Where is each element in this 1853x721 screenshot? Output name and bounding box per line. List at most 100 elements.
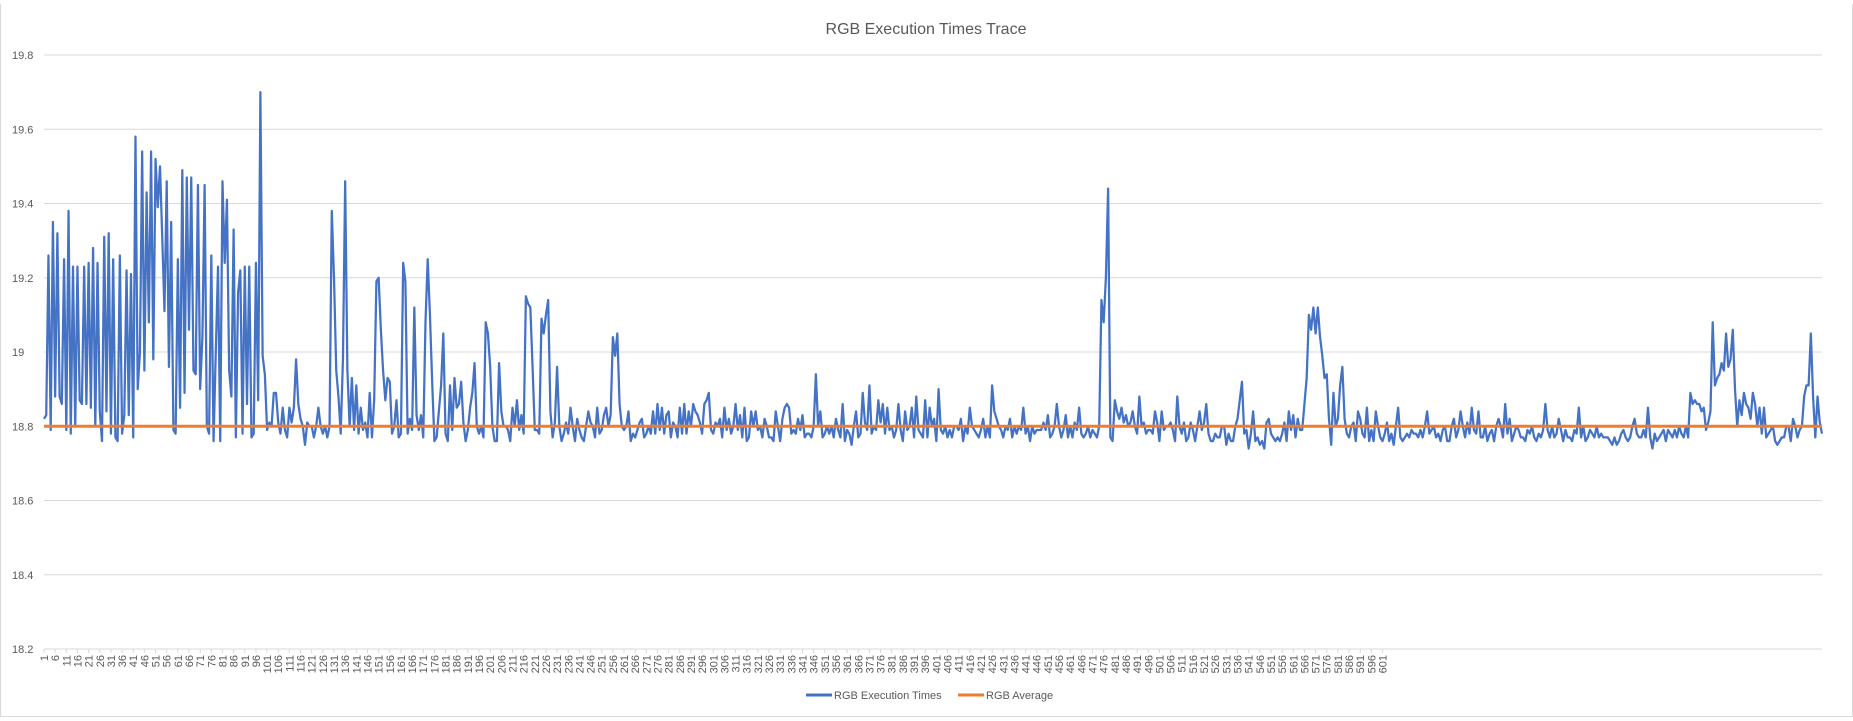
x-tick-label: 256 — [608, 655, 620, 673]
x-tick-label: 176 — [429, 655, 441, 673]
gridlines — [44, 54, 1822, 650]
y-tick-label: 18.2 — [12, 644, 33, 656]
x-tick-label: 51 — [151, 655, 163, 667]
x-tick-label: 401 — [931, 655, 943, 673]
x-tick-label: 166 — [407, 655, 419, 673]
x-tick-label: 476 — [1099, 655, 1111, 673]
x-tick-label: 396 — [920, 655, 932, 673]
x-tick-label: 371 — [864, 655, 876, 673]
x-tick-label: 101 — [262, 655, 274, 673]
x-tick-label: 281 — [664, 655, 676, 673]
x-tick-label: 111 — [284, 655, 296, 672]
x-tick-label: 231 — [552, 655, 564, 673]
x-tick-label: 201 — [485, 655, 497, 673]
x-tick-label: 321 — [753, 655, 765, 673]
x-tick-label: 236 — [563, 655, 575, 673]
legend: RGB Execution Times RGB Average — [806, 690, 1053, 702]
x-tick-label: 286 — [675, 655, 687, 673]
x-tick-label: 511 — [1177, 655, 1189, 673]
y-tick-label: 18.4 — [12, 570, 33, 582]
x-tick-label: 171 — [418, 655, 430, 673]
x-tick-label: 241 — [574, 655, 586, 673]
series-line-rgb-execution-times[interactable] — [43, 91, 1824, 450]
x-tick-label: 366 — [853, 655, 865, 673]
x-tick-label: 546 — [1255, 655, 1267, 673]
x-tick-label: 16 — [72, 655, 84, 667]
chart-area[interactable] — [0, 4, 1853, 717]
x-tick-label: 591 — [1355, 655, 1367, 673]
x-tick-label: 536 — [1233, 655, 1245, 673]
x-tick-label: 341 — [797, 655, 809, 673]
y-tick-label: 19.8 — [12, 50, 33, 62]
x-tick-label: 81 — [217, 655, 229, 667]
x-tick-label: 96 — [251, 655, 263, 667]
x-tick-label: 221 — [530, 655, 542, 673]
x-tick-label: 1 — [39, 655, 51, 661]
x-tick-label: 496 — [1143, 655, 1155, 673]
x-tick-label: 181 — [441, 655, 453, 673]
x-tick-label: 6 — [50, 655, 62, 661]
x-tick-label: 316 — [742, 655, 754, 673]
x-tick-label: 346 — [809, 655, 821, 673]
x-tick-label: 516 — [1188, 655, 1200, 673]
x-tick-label: 271 — [641, 655, 653, 673]
x-tick-label: 46 — [139, 655, 151, 667]
x-tick-label: 106 — [273, 655, 285, 673]
x-tick-label: 21 — [84, 655, 96, 667]
x-tick-label: 386 — [898, 655, 910, 673]
x-tick-label: 266 — [630, 655, 642, 673]
x-tick-label: 156 — [385, 655, 397, 673]
x-tick-label: 456 — [1054, 655, 1066, 673]
x-tick-label: 581 — [1333, 655, 1345, 673]
x-tick-label: 261 — [619, 655, 631, 673]
x-tick-label: 61 — [173, 655, 185, 667]
x-tick-label: 186 — [452, 655, 464, 673]
x-tick-label: 491 — [1132, 655, 1144, 673]
y-axis-ticks: 19.8 19.6 19.4 19.2 19 18.8 18.6 18.4 18.2 — [12, 50, 33, 656]
x-tick-label: 121 — [307, 655, 319, 673]
x-tick-label: 601 — [1378, 655, 1390, 673]
chart-title: RGB Execution Times Trace — [826, 21, 1027, 38]
x-tick-label: 191 — [463, 655, 475, 673]
x-tick-label: 571 — [1311, 655, 1323, 673]
x-tick-label: 91 — [240, 655, 252, 667]
x-tick-label: 426 — [987, 655, 999, 673]
x-tick-label: 561 — [1288, 655, 1300, 673]
x-tick-label: 141 — [351, 655, 363, 673]
x-tick-label: 596 — [1366, 655, 1378, 673]
x-tick-label: 501 — [1154, 655, 1166, 673]
x-tick-label: 11 — [61, 655, 73, 666]
x-tick-label: 361 — [842, 655, 854, 673]
y-tick-label: 19.2 — [12, 273, 33, 285]
x-tick-label: 116 — [296, 655, 308, 673]
x-tick-label: 26 — [95, 655, 107, 667]
x-tick-label: 381 — [887, 655, 899, 673]
x-tick-label: 336 — [786, 655, 798, 673]
x-tick-label: 71 — [195, 655, 207, 667]
y-tick-label: 19.4 — [12, 199, 33, 211]
x-tick-label: 306 — [719, 655, 731, 673]
plot-area[interactable] — [43, 91, 1824, 450]
x-tick-label: 146 — [362, 655, 374, 673]
y-tick-label: 18.6 — [12, 496, 33, 508]
x-tick-label: 526 — [1210, 655, 1222, 673]
x-tick-label: 586 — [1344, 655, 1356, 673]
x-tick-label: 481 — [1110, 655, 1122, 673]
x-tick-label: 76 — [206, 655, 218, 667]
y-tick-label: 19.6 — [12, 124, 33, 136]
x-tick-label: 566 — [1299, 655, 1311, 673]
x-tick-label: 331 — [775, 655, 787, 673]
x-tick-label: 41 — [128, 655, 140, 667]
x-tick-label: 356 — [831, 655, 843, 673]
x-tick-label: 556 — [1277, 655, 1289, 673]
x-tick-label: 421 — [976, 655, 988, 673]
x-tick-label: 246 — [586, 655, 598, 673]
x-tick-label: 296 — [697, 655, 709, 673]
x-tick-label: 466 — [1076, 655, 1088, 673]
x-tick-label: 391 — [909, 655, 921, 673]
x-tick-label: 206 — [496, 655, 508, 673]
x-tick-label: 226 — [541, 655, 553, 673]
x-tick-label: 126 — [318, 655, 330, 673]
x-tick-label: 506 — [1166, 655, 1178, 673]
